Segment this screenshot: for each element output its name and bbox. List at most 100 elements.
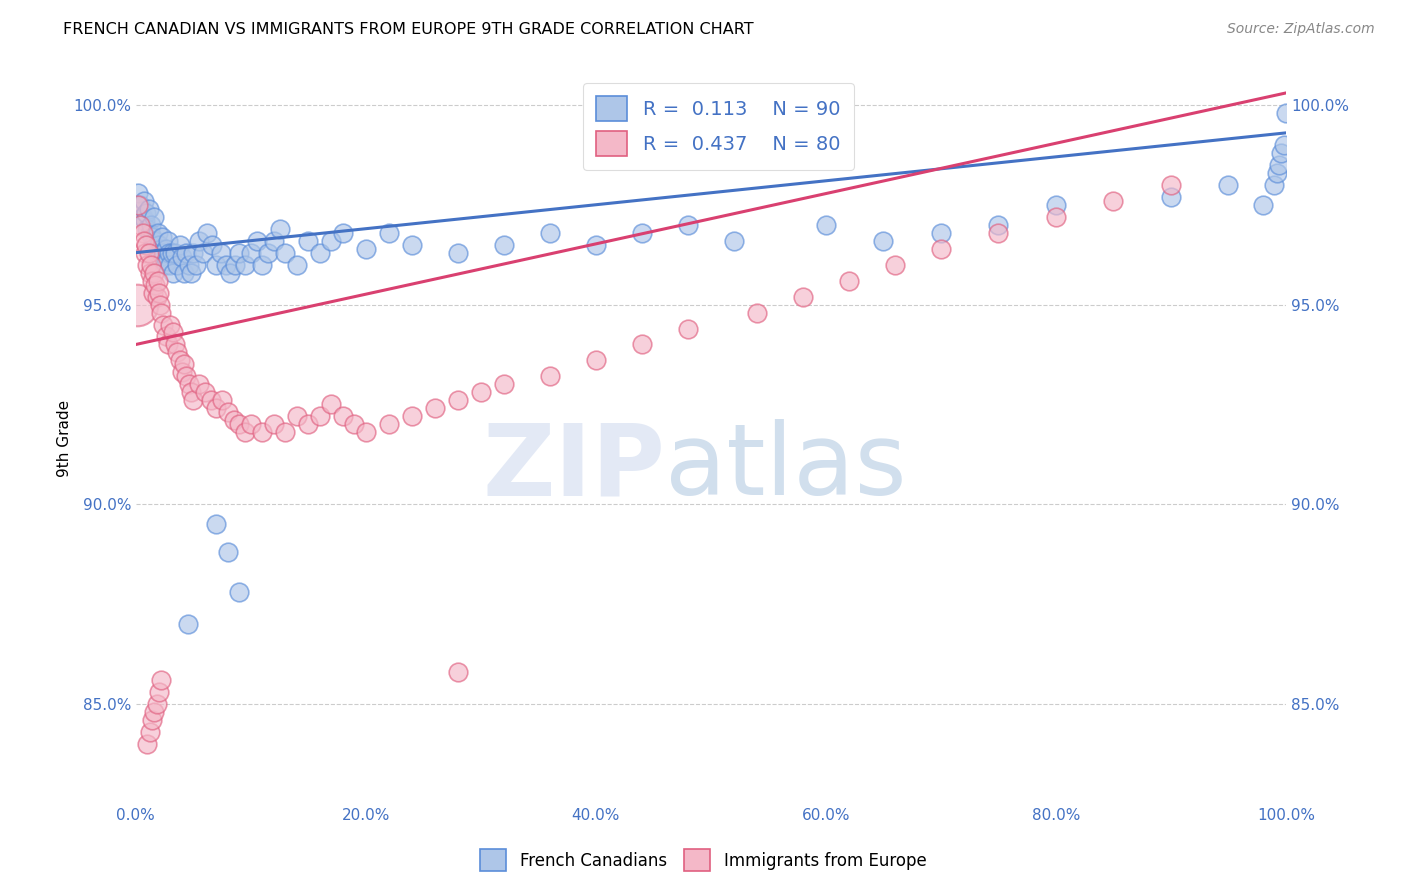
Point bbox=[263, 234, 285, 248]
Point bbox=[585, 237, 607, 252]
Point bbox=[1160, 190, 1182, 204]
Point bbox=[135, 237, 157, 252]
Point bbox=[142, 285, 165, 300]
Text: Source: ZipAtlas.com: Source: ZipAtlas.com bbox=[1227, 22, 1375, 37]
Point bbox=[150, 673, 173, 687]
Point bbox=[285, 258, 308, 272]
Point bbox=[176, 369, 198, 384]
Point bbox=[538, 369, 561, 384]
Legend: French Canadians, Immigrants from Europe: French Canadians, Immigrants from Europe bbox=[471, 841, 935, 880]
Point bbox=[129, 198, 152, 212]
Point bbox=[149, 297, 172, 311]
Point bbox=[214, 258, 236, 272]
Point bbox=[423, 401, 446, 416]
Point bbox=[157, 234, 180, 248]
Point bbox=[269, 221, 291, 235]
Point bbox=[132, 226, 155, 240]
Point bbox=[188, 377, 211, 392]
Point bbox=[194, 385, 217, 400]
Point bbox=[177, 258, 200, 272]
Point bbox=[183, 393, 205, 408]
Point bbox=[180, 385, 202, 400]
Point bbox=[929, 242, 952, 256]
Point bbox=[246, 234, 269, 248]
Point bbox=[159, 258, 181, 272]
Point bbox=[148, 285, 170, 300]
Point bbox=[447, 393, 470, 408]
Point bbox=[252, 425, 274, 440]
Point bbox=[447, 665, 470, 679]
Point bbox=[332, 226, 354, 240]
Point bbox=[166, 345, 188, 359]
Point bbox=[723, 234, 745, 248]
Point bbox=[166, 258, 188, 272]
Point bbox=[228, 417, 250, 432]
Point bbox=[145, 289, 167, 303]
Point bbox=[378, 417, 401, 432]
Point bbox=[157, 337, 180, 351]
Point bbox=[162, 266, 184, 280]
Point bbox=[200, 393, 222, 408]
Point bbox=[127, 186, 149, 200]
Point bbox=[132, 210, 155, 224]
Point bbox=[745, 305, 768, 319]
Point bbox=[176, 616, 198, 631]
Point bbox=[145, 697, 167, 711]
Point bbox=[138, 226, 160, 240]
Point bbox=[146, 226, 169, 240]
Point bbox=[157, 245, 180, 260]
Point bbox=[125, 297, 148, 311]
Point bbox=[285, 409, 308, 424]
Point bbox=[585, 353, 607, 368]
Point bbox=[177, 377, 200, 392]
Point bbox=[143, 705, 166, 719]
Text: FRENCH CANADIAN VS IMMIGRANTS FROM EUROPE 9TH GRADE CORRELATION CHART: FRENCH CANADIAN VS IMMIGRANTS FROM EUROP… bbox=[63, 22, 754, 37]
Point bbox=[354, 242, 377, 256]
Point bbox=[297, 417, 319, 432]
Point bbox=[239, 245, 262, 260]
Point bbox=[195, 226, 218, 240]
Point bbox=[538, 226, 561, 240]
Point bbox=[184, 258, 207, 272]
Point bbox=[401, 237, 423, 252]
Point bbox=[257, 245, 280, 260]
Point bbox=[141, 274, 163, 288]
Point bbox=[145, 277, 167, 292]
Point bbox=[148, 237, 170, 252]
Point bbox=[332, 409, 354, 424]
Point bbox=[631, 226, 654, 240]
Point bbox=[136, 221, 159, 235]
Point bbox=[309, 409, 332, 424]
Point bbox=[401, 409, 423, 424]
Point bbox=[139, 258, 162, 272]
Point bbox=[180, 266, 202, 280]
Point bbox=[676, 321, 699, 335]
Point bbox=[169, 353, 191, 368]
Point bbox=[183, 245, 205, 260]
Point bbox=[160, 245, 183, 260]
Point bbox=[297, 234, 319, 248]
Point bbox=[228, 245, 250, 260]
Point bbox=[173, 266, 195, 280]
Point bbox=[132, 194, 155, 208]
Point bbox=[150, 242, 173, 256]
Point bbox=[163, 337, 186, 351]
Point bbox=[217, 405, 239, 419]
Point bbox=[676, 218, 699, 232]
Point bbox=[141, 713, 163, 727]
Point bbox=[145, 245, 167, 260]
Point bbox=[159, 318, 181, 332]
Point bbox=[138, 266, 160, 280]
Point bbox=[148, 685, 170, 699]
Point bbox=[141, 229, 163, 244]
Point bbox=[987, 226, 1010, 240]
Point bbox=[134, 213, 156, 227]
Point bbox=[1272, 137, 1295, 152]
Point bbox=[252, 258, 274, 272]
Point bbox=[274, 425, 297, 440]
Point bbox=[150, 305, 173, 319]
Point bbox=[274, 245, 297, 260]
Point bbox=[162, 326, 184, 340]
Point bbox=[219, 266, 242, 280]
Point bbox=[228, 585, 250, 599]
